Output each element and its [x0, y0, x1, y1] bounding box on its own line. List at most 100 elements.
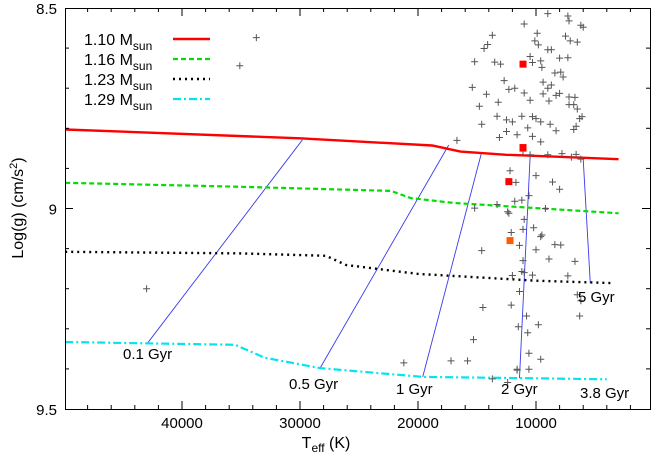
cross-marker — [520, 89, 528, 97]
cross-marker — [524, 329, 532, 337]
cross-marker — [400, 359, 408, 367]
mass-track-line — [65, 181, 619, 215]
cross-marker — [495, 134, 503, 142]
cross-marker — [478, 247, 486, 255]
cross-marker — [493, 112, 501, 120]
cross-marker — [506, 167, 514, 175]
cross-marker — [556, 89, 564, 97]
cross-marker — [544, 84, 552, 92]
cross-marker — [564, 54, 572, 62]
cross-marker — [547, 46, 555, 54]
isochrone-labels: 0.1 Gyr 0.5 Gyr 1 Gyr 2 Gyr 3.8 Gyr 5 Gyr — [123, 289, 629, 402]
cross-marker — [565, 17, 573, 25]
cross-marker — [505, 209, 513, 217]
x-axis-label: Teff (K) — [302, 435, 351, 455]
y-tick-label: 9 — [49, 202, 57, 219]
x-tick-label: 20000 — [397, 415, 439, 432]
cross-marker — [537, 118, 545, 126]
x-tick-label: 30000 — [279, 415, 321, 432]
cross-marker — [519, 257, 527, 265]
cross-marker — [576, 115, 584, 123]
cross-marker — [504, 208, 512, 216]
cross-marker — [539, 78, 547, 86]
cross-marker — [469, 336, 477, 344]
cross-marker — [539, 90, 547, 98]
cross-marker — [558, 150, 566, 158]
cross-marker — [519, 225, 527, 233]
highlighted-points — [505, 60, 527, 245]
cross-marker — [523, 312, 531, 320]
cross-marker — [488, 375, 496, 383]
cross-marker — [464, 357, 472, 365]
cross-marker — [518, 267, 526, 275]
isochrone-label: 1 Gyr — [396, 381, 433, 398]
cross-marker — [532, 172, 540, 180]
cross-marker — [504, 379, 512, 387]
cross-marker — [526, 53, 534, 61]
cross-marker — [533, 29, 541, 37]
cross-marker — [547, 81, 555, 89]
cross-marker — [565, 93, 573, 101]
cross-marker — [545, 255, 553, 263]
cross-marker — [544, 10, 552, 18]
cross-marker — [514, 323, 522, 331]
cross-marker — [576, 312, 584, 320]
cross-marker — [528, 271, 536, 279]
cross-marker — [482, 90, 490, 98]
cross-marker — [551, 69, 559, 77]
cross-marker — [518, 112, 526, 120]
cross-marker — [488, 31, 496, 39]
cross-marker — [570, 126, 578, 134]
cross-marker — [557, 241, 565, 249]
cross-marker — [507, 229, 515, 237]
x-tick-label: 40000 — [161, 415, 203, 432]
cross-marker — [497, 60, 505, 68]
cross-marker — [538, 231, 546, 239]
cross-marker — [577, 155, 585, 163]
cross-marker — [557, 68, 565, 76]
cross-marker — [541, 205, 549, 212]
cross-marker — [505, 85, 513, 93]
cross-marker — [544, 151, 552, 159]
y-tick-label: 8.5 — [36, 1, 57, 18]
cross-marker — [562, 32, 569, 40]
cross-marker — [566, 37, 574, 45]
legend-label: 1.10 Msun — [84, 32, 152, 53]
isochrone-line — [422, 151, 483, 378]
cross-marker — [556, 185, 564, 193]
cross-marker — [528, 59, 536, 67]
legend-label: 1.29 Msun — [84, 92, 152, 113]
cross-marker — [453, 136, 461, 144]
cross-marker — [493, 200, 501, 208]
cross-marker — [573, 105, 581, 113]
cross-marker — [567, 153, 575, 161]
mass-track-line — [65, 340, 607, 381]
cross-marker — [518, 196, 526, 204]
cross-marker — [447, 357, 455, 365]
cross-marker — [532, 246, 540, 254]
cross-marker — [525, 192, 533, 200]
isochrone-label: 0.1 Gyr — [123, 346, 172, 363]
axis-ticks — [65, 8, 650, 409]
cross-marker — [526, 151, 534, 159]
cross-marker — [513, 131, 521, 139]
cross-marker — [500, 77, 508, 85]
cross-marker — [515, 241, 523, 249]
cross-marker — [471, 204, 479, 212]
cross-marker — [491, 58, 499, 66]
cross-marker — [573, 291, 581, 299]
mass-track-line — [65, 250, 613, 285]
square-marker — [519, 144, 527, 152]
cross-marker — [520, 20, 528, 28]
cross-marker — [515, 288, 523, 296]
cross-marker — [480, 45, 488, 53]
cross-marker — [572, 150, 580, 158]
cross-marker — [528, 113, 536, 121]
cross-marker — [559, 73, 567, 81]
cross-marker — [537, 355, 545, 363]
cross-marker — [494, 98, 502, 106]
isochrone-label: 3.8 Gyr — [580, 385, 629, 402]
isochrone-label: 5 Gyr — [578, 289, 615, 306]
cross-marker — [531, 37, 539, 45]
